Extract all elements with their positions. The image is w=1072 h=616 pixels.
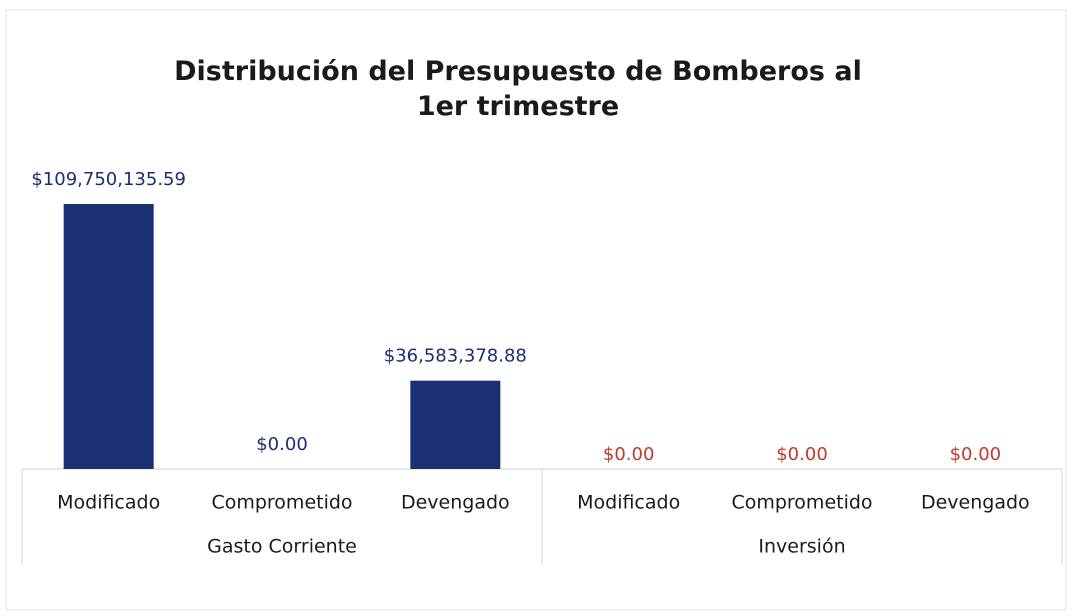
chart-title: Distribución del Presupuesto de Bomberos… xyxy=(174,56,862,123)
value-label: $109,750,135.59 xyxy=(31,169,186,190)
value-label: $0.00 xyxy=(603,444,655,465)
bar xyxy=(410,380,501,469)
group-label: Inversión xyxy=(758,536,845,558)
value-label: $0.00 xyxy=(776,444,828,465)
card-border xyxy=(5,9,1067,611)
bar xyxy=(63,204,154,469)
value-label: $0.00 xyxy=(256,434,308,455)
x-tick-label: Devengado xyxy=(401,492,510,514)
x-tick-label: Modificado xyxy=(57,492,160,514)
value-label: $36,583,378.88 xyxy=(384,346,527,367)
group-label: Gasto Corriente xyxy=(207,536,357,558)
x-tick-label: Devengado xyxy=(921,492,1030,514)
value-label: $0.00 xyxy=(950,444,1002,465)
x-tick-label: Comprometido xyxy=(731,492,872,514)
x-tick-label: Modificado xyxy=(577,492,680,514)
x-tick-label: Comprometido xyxy=(211,492,352,514)
